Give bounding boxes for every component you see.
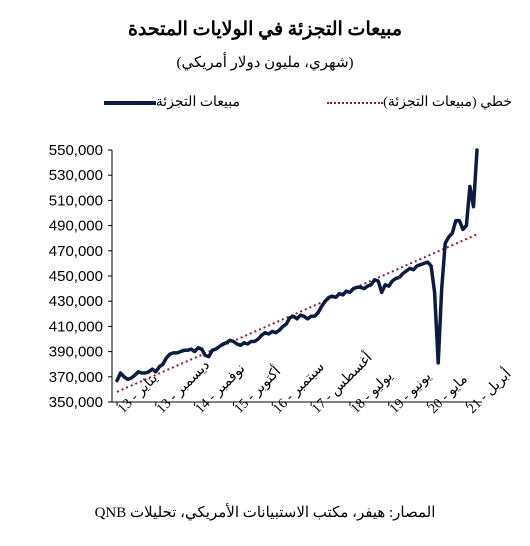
y-tick-label: 430,000 — [49, 293, 103, 310]
y-tick-label: 370,000 — [49, 369, 103, 386]
y-tick-label: 490,000 — [49, 218, 103, 235]
y-tick-label: 390,000 — [49, 344, 103, 361]
chart-subtitle: (شهري، مليون دولار أمريكي) — [176, 55, 354, 71]
chart-legend: خطي (مبيعات التجزئة) مبيعات التجزئة — [0, 94, 530, 116]
y-tick-label: 450,000 — [49, 268, 103, 285]
x-tick-label: يناير - 13 — [115, 371, 161, 417]
y-tick-label: 550,000 — [49, 142, 103, 159]
x-tick-label: أبريل - 21 — [462, 364, 515, 417]
legend-label-retail-sales: مبيعات التجزئة — [155, 95, 240, 110]
y-tick-label: 410,000 — [49, 318, 103, 335]
y-axis-ticks: 350,000 370,000 390,000 410,000 430,000 450,0… — [49, 142, 112, 411]
chart-title: مبيعات التجزئة في الولايات المتحدة — [127, 19, 403, 40]
trend-line — [116, 233, 478, 393]
legend-item-retail-sales: مبيعات التجزئة — [96, 94, 240, 111]
chart-source: المصار: هيفر، مكتب الاستبيانات الأمريكي،… — [94, 505, 436, 521]
legend-swatch-retail-sales — [103, 100, 156, 105]
legend-label-linear-trend: خطي (مبيعات التجزئة) — [383, 95, 512, 110]
y-tick-label: 470,000 — [49, 243, 103, 260]
x-tick-label: يونيو - 19 — [387, 369, 435, 417]
retail-sales-line — [115, 148, 479, 383]
y-tick-label: 350,000 — [49, 394, 103, 411]
y-tick-label: 510,000 — [49, 192, 103, 209]
legend-item-linear-trend: خطي (مبيعات التجزئة) — [319, 94, 512, 111]
legend-swatch-linear-trend — [327, 101, 384, 104]
y-tick-label: 530,000 — [49, 167, 103, 184]
